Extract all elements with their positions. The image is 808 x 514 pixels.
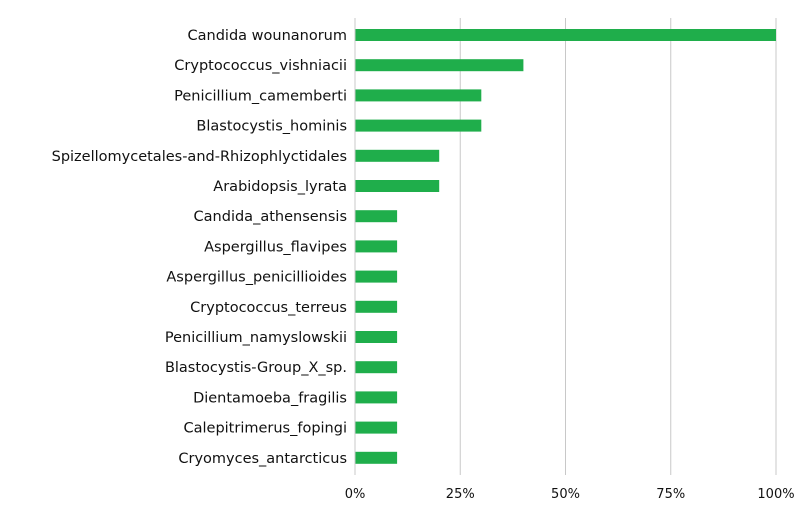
category-label: Cryptococcus_vishniacii <box>174 58 347 74</box>
category-label: Cryomyces_antarcticus <box>178 451 347 467</box>
bar-11 <box>355 361 398 374</box>
category-label: Penicillium_namyslowskii <box>165 330 347 346</box>
x-tick-label: 100% <box>757 487 794 502</box>
bar-0 <box>355 29 776 41</box>
category-label: Dientamoeba_fragilis <box>193 390 347 406</box>
x-tick-label: 50% <box>551 487 580 502</box>
bar-9 <box>355 300 398 313</box>
bar-7 <box>355 240 398 253</box>
x-tick-label: 0% <box>345 487 366 502</box>
grid-lines <box>459 18 777 475</box>
category-label: Aspergillus_penicillioides <box>166 270 347 286</box>
bar-1 <box>355 59 524 72</box>
bars <box>355 29 776 464</box>
bar-4 <box>355 149 440 162</box>
bar-12 <box>355 391 398 404</box>
category-label: Aspergillus_flavipes <box>204 239 347 255</box>
x-tick-label: 25% <box>446 487 475 502</box>
bar-2 <box>355 89 482 102</box>
category-labels: Candida wounanorum Cryptococcus_vishniaci… <box>52 28 347 467</box>
bar-3 <box>355 119 482 132</box>
bar-14 <box>355 451 398 464</box>
x-tick-labels: 0% 25% 50% 75% 100% <box>345 487 795 502</box>
category-label: Blastocystis-Group_X_sp. <box>165 360 347 376</box>
category-label: Candida_athensensis <box>194 209 347 225</box>
category-label: Arabidopsis_lyrata <box>213 179 347 195</box>
category-label: Calepitrimerus_fopingi <box>183 421 347 437</box>
bar-6 <box>355 210 398 223</box>
category-label: Candida wounanorum <box>188 28 347 44</box>
x-tick-label: 75% <box>656 487 685 502</box>
category-label: Penicillium_camemberti <box>174 88 347 104</box>
category-label: Blastocystis_hominis <box>196 119 347 135</box>
bar-5 <box>355 180 440 192</box>
category-label: Spizellomycetales-and-Rhizophlyctidales <box>52 149 347 165</box>
bar-13 <box>355 421 398 434</box>
bar-8 <box>355 270 398 283</box>
bar-10 <box>355 331 398 343</box>
category-label: Cryptococcus_terreus <box>190 300 347 316</box>
